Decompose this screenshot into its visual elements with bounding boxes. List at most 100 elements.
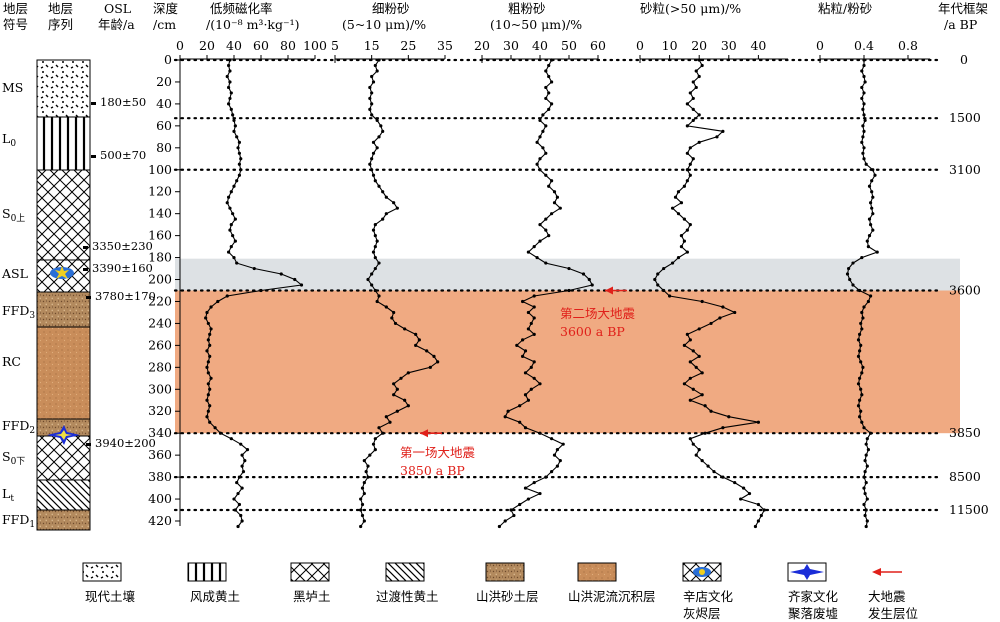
data-point-sand-47 bbox=[718, 316, 722, 320]
panel-tick-label-fine-1: 15 bbox=[364, 38, 380, 53]
data-point-mag-18 bbox=[239, 157, 243, 161]
data-point-fine-74 bbox=[366, 464, 370, 468]
data-point-mag-21 bbox=[237, 173, 241, 177]
data-point-ratio-50 bbox=[858, 332, 862, 337]
data-point-mag-6 bbox=[229, 91, 233, 95]
data-point-mag-22 bbox=[235, 179, 239, 183]
data-point-fine-35 bbox=[371, 250, 376, 254]
panel-ratio: 粘粒/粉砂 0 0.4 0.8 bbox=[816, 1, 930, 529]
data-point-fine-2 bbox=[375, 69, 379, 73]
data-point-ratio-79 bbox=[863, 491, 867, 496]
data-point-fine-7 bbox=[368, 96, 372, 101]
layer-l0 bbox=[36, 116, 91, 171]
depth-label-1: 20 bbox=[156, 74, 172, 89]
data-point-ratio-76 bbox=[862, 475, 866, 479]
data-point-ratio-39 bbox=[845, 272, 850, 276]
data-point-mag-84 bbox=[240, 519, 244, 523]
data-point-fine-39 bbox=[370, 272, 374, 276]
data-point-ratio-27 bbox=[870, 206, 874, 210]
data-point-mag-46 bbox=[205, 310, 209, 315]
legend-label-xindian-ash-0: 辛店文化 bbox=[683, 589, 734, 604]
data-point-ratio-58 bbox=[858, 376, 862, 380]
data-point-sand-82 bbox=[762, 508, 766, 512]
panel-tick-label-sand-3: 30 bbox=[721, 38, 737, 53]
data-point-fine-49 bbox=[403, 327, 407, 331]
strat-code-ffd3: FFD3 bbox=[2, 303, 35, 321]
data-point-mag-53 bbox=[205, 349, 209, 353]
data-point-fine-4 bbox=[371, 80, 376, 84]
data-point-coarse-39 bbox=[581, 272, 586, 276]
data-point-fine-68 bbox=[381, 431, 385, 435]
data-point-coarse-9 bbox=[547, 107, 551, 111]
data-point-sand-15 bbox=[697, 140, 701, 144]
data-point-coarse-47 bbox=[532, 316, 536, 320]
data-point-sand-10 bbox=[697, 113, 701, 117]
data-point-ratio-66 bbox=[860, 420, 864, 424]
legend-label-debris-flow-0: 山洪泥流沉积层 bbox=[568, 589, 656, 604]
data-point-sand-29 bbox=[682, 217, 687, 221]
data-point-sand-37 bbox=[670, 261, 675, 265]
data-point-coarse-24 bbox=[552, 190, 557, 194]
data-point-ratio-41 bbox=[851, 283, 855, 287]
data-point-mag-79 bbox=[236, 491, 240, 496]
data-point-mag-8 bbox=[227, 102, 231, 106]
data-point-ratio-18 bbox=[862, 157, 866, 161]
legend-label-qijia-ruins-0: 齐家文化 bbox=[788, 589, 839, 604]
data-point-ratio-10 bbox=[862, 113, 866, 117]
depth-label-6: 120 bbox=[148, 184, 172, 199]
data-point-fine-45 bbox=[384, 305, 388, 309]
data-point-mag-49 bbox=[209, 327, 213, 331]
data-point-sand-83 bbox=[759, 513, 763, 518]
data-point-sand-22 bbox=[685, 179, 689, 183]
data-point-sand-62 bbox=[688, 398, 692, 402]
data-point-fine-20 bbox=[370, 168, 374, 172]
data-point-coarse-45 bbox=[532, 305, 536, 309]
panel-title-fine-1: (5~10 μm)/% bbox=[342, 17, 426, 32]
data-point-coarse-72 bbox=[552, 453, 557, 457]
depth-label-8: 160 bbox=[148, 228, 172, 243]
data-point-sand-41 bbox=[656, 283, 660, 287]
data-point-coarse-66 bbox=[518, 420, 522, 424]
age-label-2: 3600 bbox=[949, 283, 981, 298]
data-point-sand-7 bbox=[691, 96, 695, 101]
data-point-ratio-5 bbox=[860, 85, 864, 90]
data-point-mag-78 bbox=[240, 486, 244, 490]
data-point-mag-32 bbox=[231, 234, 235, 238]
osl-label-0: 180±50 bbox=[100, 95, 146, 109]
depth-label-3: 60 bbox=[156, 118, 172, 133]
depth-label-20: 400 bbox=[148, 491, 172, 506]
data-point-coarse-17 bbox=[544, 151, 548, 155]
data-point-mag-67 bbox=[213, 426, 217, 430]
data-point-sand-53 bbox=[691, 349, 695, 353]
data-point-coarse-48 bbox=[529, 321, 533, 326]
data-point-coarse-79 bbox=[538, 491, 542, 496]
data-point-fine-17 bbox=[371, 151, 376, 155]
data-point-fine-79 bbox=[362, 491, 366, 496]
data-point-ratio-6 bbox=[862, 91, 866, 95]
data-point-sand-28 bbox=[676, 212, 681, 216]
data-point-mag-58 bbox=[209, 376, 213, 380]
data-point-mag-16 bbox=[236, 146, 240, 150]
data-point-ratio-60 bbox=[859, 387, 863, 391]
data-point-fine-38 bbox=[373, 266, 377, 271]
legend-swatch-transitional-loess bbox=[385, 562, 425, 582]
data-point-mag-23 bbox=[232, 184, 236, 188]
data-point-sand-18 bbox=[691, 157, 695, 161]
strat-code-asl: ASL bbox=[1, 266, 28, 281]
data-point-fine-42 bbox=[373, 288, 377, 293]
data-point-mag-27 bbox=[228, 206, 232, 210]
data-point-sand-61 bbox=[700, 393, 704, 397]
data-point-ratio-23 bbox=[867, 184, 872, 188]
data-point-ratio-84 bbox=[865, 519, 869, 523]
panel-fine: 细粉砂(5~10 μm)/%5 15 25 35 bbox=[331, 1, 453, 529]
data-point-fine-66 bbox=[388, 420, 392, 424]
legend-arrow-head bbox=[872, 568, 881, 576]
data-point-coarse-81 bbox=[518, 502, 522, 507]
data-point-coarse-70 bbox=[561, 442, 565, 446]
data-point-fine-44 bbox=[375, 299, 379, 304]
data-point-mag-48 bbox=[206, 321, 210, 326]
data-point-mag-40 bbox=[293, 277, 297, 282]
data-point-fine-63 bbox=[406, 404, 410, 408]
data-point-coarse-8 bbox=[550, 102, 554, 106]
